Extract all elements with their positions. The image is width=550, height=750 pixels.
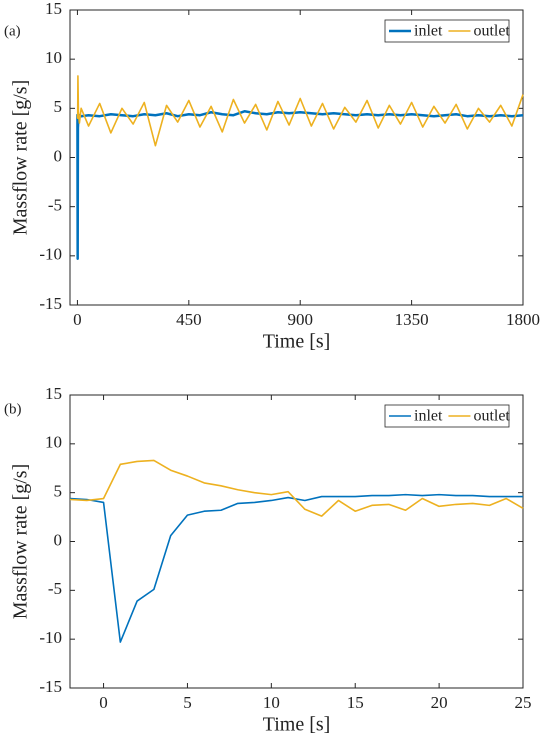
y-tick-label: -10 — [39, 628, 62, 647]
panel-label: (b) — [4, 401, 22, 417]
plot-area — [69, 9, 524, 306]
x-tick-label: 1350 — [395, 310, 429, 329]
subplot: (a) 0 450 900 1350 1800 -15 -10 -5 0 5 10 15 Time [s]… — [4, 0, 540, 353]
x-tick-label: 1800 — [506, 310, 540, 329]
legend-box — [384, 19, 510, 43]
series-line — [69, 493, 523, 643]
x-axis-label: Time [s] — [263, 714, 331, 736]
y-axis-label: Massflow rate [g/s] — [10, 80, 32, 236]
legend-label: outlet — [473, 23, 510, 40]
y-tick-label: -15 — [39, 294, 62, 313]
y-tick-label: 5 — [54, 482, 63, 501]
x-axis-label: Time [s] — [263, 331, 331, 353]
x-tick-label: 10 — [263, 693, 280, 712]
legend-box — [384, 404, 510, 428]
x-tick-label: 450 — [176, 310, 202, 329]
y-tick-label: 10 — [45, 48, 62, 67]
legend-label: inlet — [414, 23, 443, 40]
y-tick-label: 0 — [54, 146, 63, 165]
y-tick-label: 0 — [54, 530, 63, 549]
x-tick-label: 15 — [347, 693, 364, 712]
y-tick-label: -5 — [48, 579, 62, 598]
y-tick-label: 5 — [54, 97, 63, 116]
subplot: (b) 0 5 10 15 20 25 -15 -10 -5 0 5 10 15 Time [s] Massf… — [4, 384, 532, 736]
x-tick-label: 0 — [99, 693, 108, 712]
y-tick-label: 15 — [45, 0, 62, 18]
y-tick-label: 15 — [45, 384, 62, 403]
plot-area — [69, 394, 524, 689]
y-tick-label: -10 — [39, 245, 62, 264]
x-tick-label: 25 — [515, 693, 532, 712]
x-tick-label: 5 — [183, 693, 192, 712]
y-tick-label: 10 — [45, 433, 62, 452]
x-tick-label: 0 — [73, 310, 82, 329]
series-line — [69, 459, 524, 517]
series-line — [76, 75, 524, 147]
panel-label: (a) — [4, 23, 21, 39]
legend-label: outlet — [473, 408, 510, 425]
y-tick-label: -15 — [39, 677, 62, 696]
y-axis-label: Massflow rate [g/s] — [10, 464, 32, 620]
x-tick-label: 900 — [287, 310, 313, 329]
legend-label: inlet — [414, 408, 443, 425]
y-tick-label: -5 — [48, 196, 62, 215]
x-tick-label: 20 — [431, 693, 448, 712]
